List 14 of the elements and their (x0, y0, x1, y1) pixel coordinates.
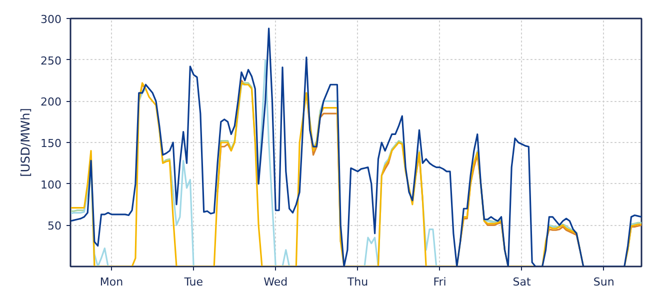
x-tick-label: Fri (433, 276, 446, 288)
x-tick-label: Sat (512, 276, 532, 288)
x-tick-label: Wed (264, 276, 288, 288)
x-tick-label: Mon (100, 276, 124, 288)
y-tick-label: 300 (40, 13, 62, 26)
y-axis-title: [USD/MWh] (18, 108, 33, 177)
x-tick-label: Thu (346, 276, 368, 288)
y-tick-label: 200 (40, 96, 62, 109)
y-tick-label: 100 (40, 178, 62, 192)
y-tick-label: 250 (40, 54, 62, 68)
x-tick-label: Tue (183, 276, 204, 288)
y-tick-label: 50 (48, 220, 62, 233)
y-tick-label: 150 (40, 137, 62, 150)
x-tick-label: Sun (593, 276, 614, 288)
